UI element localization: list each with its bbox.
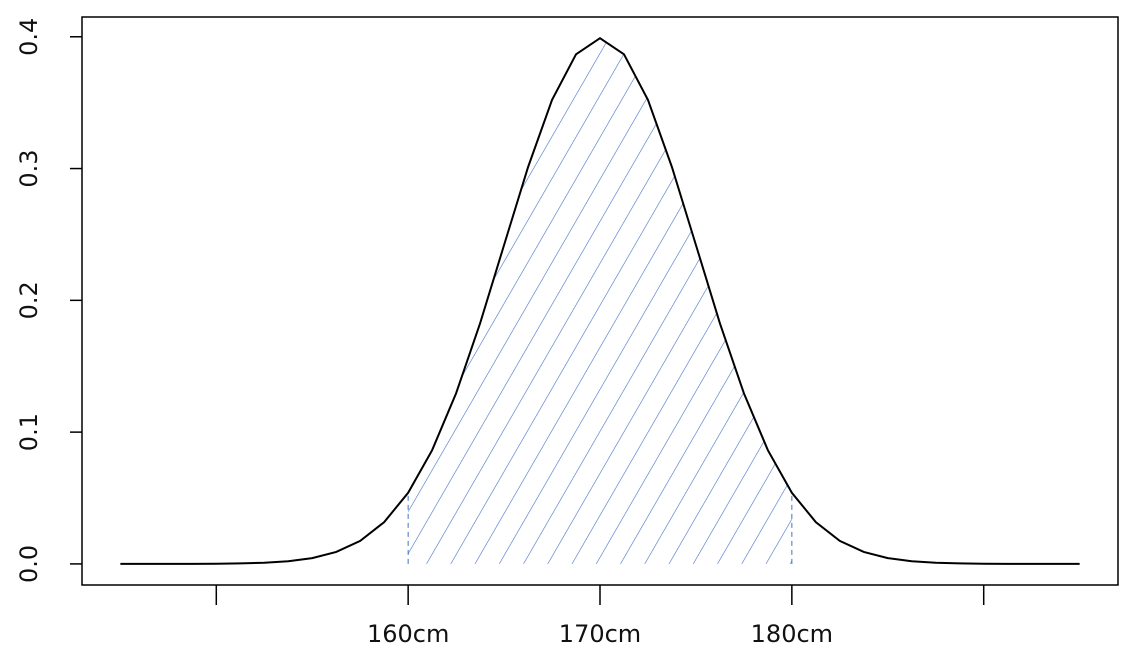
- y-tick-label: 0.3: [15, 149, 43, 187]
- x-tick-label: 170cm: [559, 620, 641, 648]
- shaded-area: [408, 38, 792, 564]
- y-tick-label: 0.2: [15, 281, 43, 319]
- x-tick-label: 180cm: [751, 620, 833, 648]
- y-tick-label: 0.0: [15, 545, 43, 583]
- y-tick-label: 0.1: [15, 413, 43, 451]
- y-tick-label: 0.4: [15, 18, 43, 56]
- density-curve: [120, 37, 1080, 565]
- x-tick-label: 160cm: [367, 620, 449, 648]
